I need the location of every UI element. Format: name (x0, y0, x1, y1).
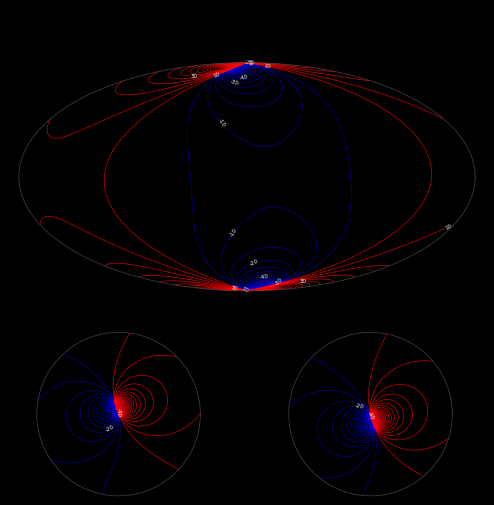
Text: -20: -20 (243, 59, 253, 67)
Text: -20: -20 (105, 425, 116, 433)
Text: -10: -10 (230, 227, 239, 237)
Text: -40: -40 (239, 74, 249, 81)
Text: 10: 10 (241, 287, 249, 294)
Text: 10: 10 (212, 71, 221, 79)
Text: -30: -30 (230, 79, 240, 86)
Text: -40: -40 (367, 411, 375, 421)
Text: -20: -20 (249, 259, 259, 267)
Text: 10: 10 (263, 63, 271, 69)
Text: 30: 30 (191, 73, 198, 79)
Text: -40: -40 (260, 274, 269, 280)
Polygon shape (19, 63, 475, 291)
Text: -10: -10 (216, 118, 226, 128)
Text: -20: -20 (355, 403, 364, 410)
Polygon shape (37, 332, 201, 496)
Text: -40: -40 (116, 409, 121, 418)
Text: 30: 30 (299, 278, 306, 284)
Text: 30: 30 (247, 60, 255, 66)
Polygon shape (288, 332, 453, 496)
Text: -30: -30 (274, 277, 284, 287)
Text: 10: 10 (444, 223, 453, 231)
Text: 30: 30 (231, 285, 239, 292)
